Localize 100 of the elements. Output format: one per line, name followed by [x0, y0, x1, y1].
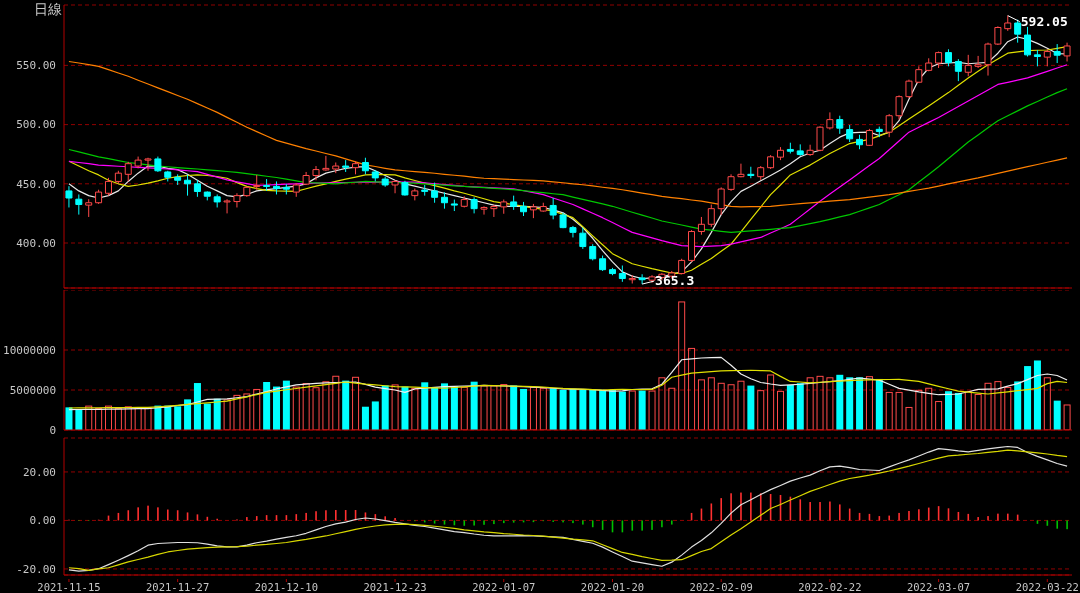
- x-tick-label: 2022-03-22: [1015, 581, 1079, 593]
- bar: [322, 381, 330, 430]
- bar: [974, 394, 982, 430]
- candlestick: [263, 178, 271, 192]
- candlestick: [510, 195, 518, 211]
- candlestick: [213, 193, 221, 208]
- candlestick: [292, 182, 300, 198]
- candlestick: [826, 111, 834, 131]
- bar: [203, 403, 211, 430]
- candlestick: [954, 58, 962, 82]
- x-tick-label: 2022-03-07: [906, 581, 971, 593]
- candlestick: [342, 159, 350, 173]
- candlestick: [302, 171, 310, 186]
- candlestick: [164, 170, 172, 182]
- candlestick: [648, 274, 656, 284]
- line-series: [68, 60, 1068, 208]
- candlestick: [589, 243, 597, 261]
- candlestick: [717, 186, 725, 216]
- bar: [1053, 400, 1061, 430]
- bar: [431, 387, 439, 430]
- candlestick: [223, 198, 231, 214]
- candlestick: [253, 174, 261, 191]
- bar: [282, 380, 290, 430]
- candlestick: [1053, 43, 1061, 64]
- bar: [796, 383, 804, 430]
- candlestick: [796, 143, 804, 157]
- bar: [1004, 387, 1012, 430]
- candlestick: [935, 51, 943, 69]
- bar: [836, 374, 844, 430]
- bar: [223, 399, 231, 430]
- bar: [875, 378, 883, 430]
- candlestick: [836, 115, 844, 135]
- bar: [589, 389, 597, 430]
- candlestick: [915, 65, 923, 84]
- y-tick-label: 450.00: [16, 177, 56, 191]
- bar: [114, 408, 122, 430]
- bar: [559, 389, 567, 430]
- candlestick: [767, 154, 775, 170]
- bar: [144, 407, 152, 430]
- bar: [737, 380, 745, 430]
- bar: [105, 405, 113, 430]
- bar: [124, 406, 132, 430]
- bar: [520, 388, 528, 430]
- bar: [964, 391, 972, 430]
- candlestick: [1004, 15, 1012, 32]
- bar: [767, 374, 775, 430]
- bar: [75, 409, 83, 430]
- bar: [421, 382, 429, 430]
- candlestick: [816, 125, 824, 152]
- bar: [599, 389, 607, 430]
- line-series: [68, 369, 1068, 409]
- bar: [480, 385, 488, 430]
- candlestick: [984, 42, 992, 77]
- candlestick: [1043, 48, 1051, 67]
- candlestick: [964, 54, 972, 77]
- bar: [579, 389, 587, 430]
- bar: [1033, 360, 1041, 430]
- candlestick: [193, 179, 201, 198]
- bar: [707, 377, 715, 430]
- bar: [441, 383, 449, 430]
- bar: [381, 385, 389, 430]
- bar: [243, 393, 251, 430]
- bar: [361, 406, 369, 430]
- y-tick-label: 0: [49, 423, 56, 437]
- candlestick: [95, 189, 103, 205]
- bar: [233, 394, 241, 430]
- bar: [747, 385, 755, 430]
- bar: [668, 387, 676, 430]
- candlestick: [1024, 26, 1032, 58]
- candlestick: [529, 203, 537, 219]
- bar: [371, 401, 379, 430]
- x-tick-label: 2022-01-07: [472, 581, 536, 593]
- bar: [885, 391, 893, 430]
- candlestick: [243, 185, 251, 198]
- bar: [618, 391, 626, 430]
- bar: [826, 377, 834, 430]
- y-tick-label: 550.00: [16, 59, 56, 73]
- bar: [490, 385, 498, 430]
- bar: [549, 388, 557, 430]
- candlestick: [174, 173, 182, 186]
- candlestick: [846, 124, 854, 143]
- bar: [391, 384, 399, 430]
- bar: [925, 387, 933, 430]
- bar: [510, 385, 518, 430]
- bar: [856, 377, 864, 430]
- bar: [984, 382, 992, 430]
- candlestick: [786, 142, 794, 154]
- candlestick: [559, 212, 567, 229]
- bar: [352, 376, 360, 430]
- bar: [401, 386, 409, 430]
- bar: [628, 390, 636, 430]
- bar: [846, 377, 854, 430]
- bar: [954, 392, 962, 430]
- candlestick: [994, 25, 1002, 46]
- candlestick: [124, 161, 132, 182]
- bar: [273, 386, 281, 430]
- x-tick-label: 2022-02-22: [798, 581, 862, 593]
- candlestick: [599, 255, 607, 272]
- bar: [460, 386, 468, 430]
- candlestick: [65, 185, 73, 208]
